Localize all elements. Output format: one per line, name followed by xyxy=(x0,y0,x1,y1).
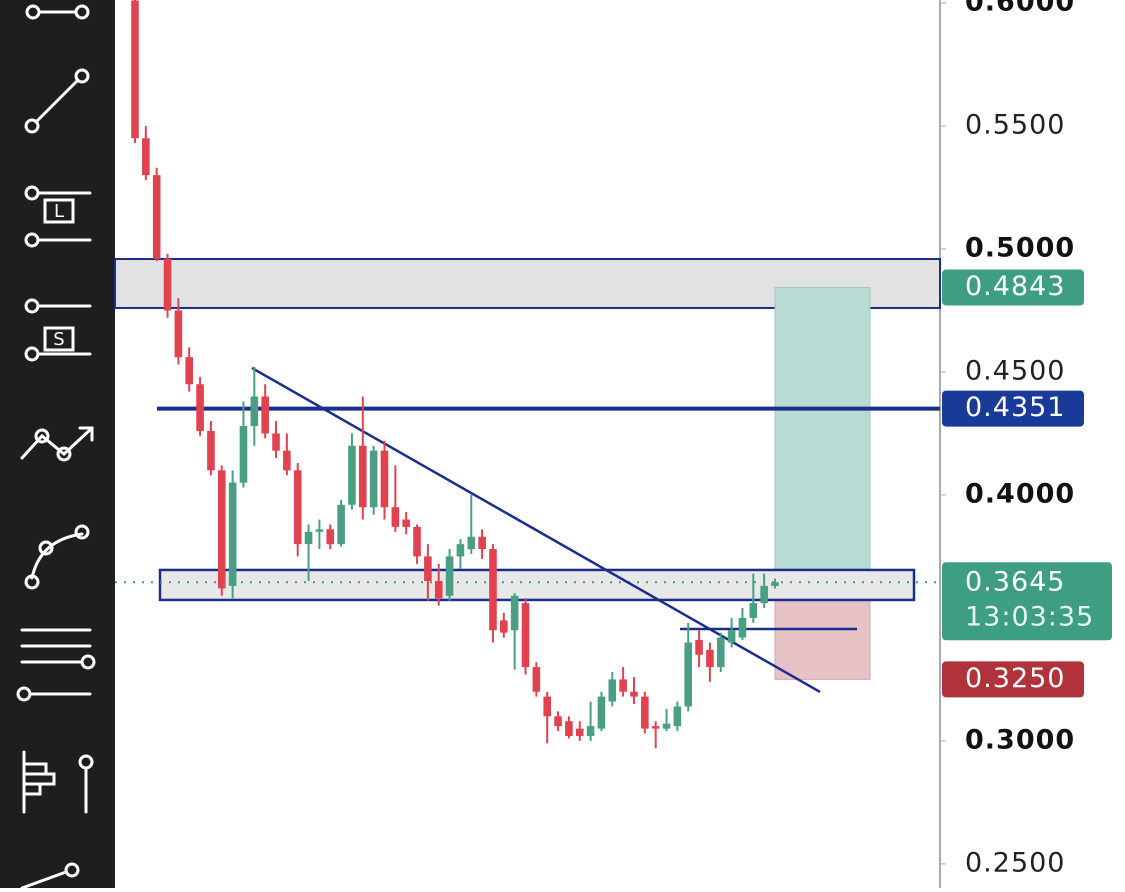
candle-body xyxy=(185,357,194,385)
candle-body xyxy=(402,519,410,527)
candle-body xyxy=(641,696,649,729)
price-label: 0.4843 xyxy=(965,271,1065,302)
tool-letter: L xyxy=(54,201,64,222)
y-tick-label: 0.4000 xyxy=(965,478,1075,509)
candle-body xyxy=(239,426,248,483)
candle-body xyxy=(174,310,183,358)
tool-short[interactable] xyxy=(24,298,92,362)
candle-body xyxy=(369,450,378,508)
candle-body xyxy=(695,640,703,655)
candle-body xyxy=(619,679,627,692)
price-label: 0.3250 xyxy=(965,663,1065,694)
candle-body xyxy=(207,430,215,471)
support-box xyxy=(158,568,916,602)
price-label-box xyxy=(942,269,1084,306)
candle-body xyxy=(489,549,497,631)
price-label: 0.3645 xyxy=(965,567,1065,598)
price-label-box xyxy=(942,661,1084,698)
candle-body xyxy=(565,721,573,736)
candle-body xyxy=(315,529,324,532)
candle-body xyxy=(575,728,584,736)
price-label-box xyxy=(942,562,1112,641)
candle-body xyxy=(521,603,530,668)
tool-ray[interactable] xyxy=(25,4,90,20)
candle-body xyxy=(424,556,432,582)
candle-body xyxy=(532,667,541,692)
candle-body xyxy=(131,0,139,139)
countdown: 13:03:35 xyxy=(965,602,1094,633)
candle-body xyxy=(727,630,736,643)
price-label-box xyxy=(942,390,1084,427)
candle-body xyxy=(478,536,486,550)
candle-body xyxy=(760,585,768,604)
toolbar-bg xyxy=(0,0,115,888)
candle-body xyxy=(500,620,508,633)
y-tick-label: 0.2500 xyxy=(965,847,1065,878)
tool-curve[interactable] xyxy=(24,524,90,590)
tool-long[interactable] xyxy=(24,185,92,248)
candle-body xyxy=(510,595,519,631)
candle-body xyxy=(749,603,758,618)
candle-body xyxy=(326,529,335,545)
plot-area xyxy=(114,0,941,749)
candle-body xyxy=(738,617,747,638)
candle-body xyxy=(706,649,714,668)
candle-body xyxy=(630,691,638,697)
trendline xyxy=(251,366,821,694)
y-tick-label: 0.3000 xyxy=(965,724,1075,755)
candle-body xyxy=(597,696,606,729)
candle-body xyxy=(272,433,280,451)
candle-body xyxy=(293,470,302,545)
candle-body xyxy=(358,445,367,508)
candle-body xyxy=(304,531,313,545)
candle-body xyxy=(434,581,443,599)
y-tick-label: 0.5000 xyxy=(965,232,1075,263)
price-label: 0.4351 xyxy=(965,392,1065,423)
y-tick-label: 0.6000 xyxy=(965,0,1075,17)
candle-body xyxy=(445,556,454,596)
tool-path[interactable] xyxy=(20,426,94,462)
candle-body xyxy=(413,526,421,557)
candle-body xyxy=(152,175,161,259)
candle-body xyxy=(554,716,562,727)
candle-body xyxy=(586,726,595,736)
candle-body xyxy=(142,138,150,176)
y-tick-label: 0.4500 xyxy=(965,355,1065,386)
candle-body xyxy=(228,482,237,586)
candle-body xyxy=(673,706,682,727)
candle-body xyxy=(250,396,259,427)
tool-letter: S xyxy=(53,329,64,350)
candle-body xyxy=(283,450,291,471)
y-tick-label: 0.5500 xyxy=(965,109,1065,140)
drawing-toolbar: L S xyxy=(0,0,115,890)
candle-body xyxy=(771,582,779,586)
candle-body xyxy=(348,445,356,505)
candle-body xyxy=(217,470,226,589)
candle-body xyxy=(716,637,725,668)
candle-body xyxy=(456,544,465,557)
tool-volume-profile[interactable] xyxy=(22,750,94,814)
candle-body xyxy=(651,726,660,729)
candle-body xyxy=(684,642,693,707)
position-profit xyxy=(774,287,871,583)
tool-more[interactable] xyxy=(20,862,80,890)
tool-trendline[interactable] xyxy=(24,68,90,134)
candle-body xyxy=(543,696,552,717)
candle-body xyxy=(261,396,269,434)
candle-body xyxy=(391,507,400,527)
candle-body xyxy=(380,450,389,508)
candle-body xyxy=(337,504,345,545)
candle-body xyxy=(196,384,204,431)
candle-body xyxy=(662,723,671,729)
candle-body xyxy=(467,536,476,550)
candle-body xyxy=(608,679,617,702)
candle-body xyxy=(163,258,172,311)
tool-parallel[interactable] xyxy=(16,628,96,702)
